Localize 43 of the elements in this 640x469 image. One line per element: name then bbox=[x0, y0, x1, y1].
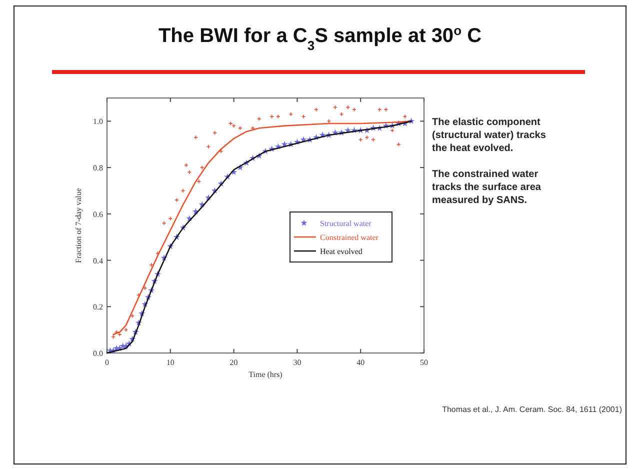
y-axis-title: Fraction of 7-day value bbox=[74, 188, 83, 263]
point bbox=[326, 118, 332, 124]
point bbox=[168, 216, 173, 221]
point bbox=[200, 165, 204, 170]
text: Thomas et al., J. Am. Ceram. Soc. 84, 1611 (2001) bbox=[442, 405, 622, 414]
x-axis-title: Time (hrs) bbox=[248, 370, 283, 379]
point bbox=[384, 107, 388, 112]
y-tick-label: 0.0 bbox=[93, 349, 103, 358]
point bbox=[256, 116, 262, 122]
point bbox=[276, 114, 280, 119]
point bbox=[270, 114, 274, 119]
x-tick-label: 0 bbox=[105, 358, 109, 367]
x-tick-label: 20 bbox=[230, 358, 238, 367]
y-tick-label: 0.4 bbox=[93, 256, 103, 266]
x-tick-label: 30 bbox=[293, 358, 302, 367]
legend-label: Heat evolved bbox=[320, 247, 362, 256]
x-tick-label: 40 bbox=[356, 358, 365, 367]
y-tick-label: 0.8 bbox=[93, 164, 103, 173]
text: The elastic component (structural water) tracks the heat evolved. bbox=[432, 117, 546, 154]
y-tick-label: 1.0 bbox=[93, 117, 103, 126]
point bbox=[232, 124, 236, 128]
point bbox=[301, 114, 306, 119]
legend-label: Constrained water bbox=[320, 233, 379, 242]
point bbox=[402, 114, 408, 119]
point bbox=[187, 170, 192, 174]
point bbox=[396, 142, 401, 147]
point bbox=[162, 220, 166, 226]
point bbox=[206, 144, 211, 149]
point bbox=[390, 128, 395, 133]
point bbox=[196, 179, 202, 184]
point bbox=[238, 126, 242, 130]
chart-title: The BWI for a C$_{3}$S sample at 30$^{o}$ C bbox=[158, 22, 482, 52]
x-tick-label: 10 bbox=[166, 358, 174, 367]
point bbox=[228, 121, 233, 126]
x-tick-label: 50 bbox=[420, 358, 428, 367]
point bbox=[377, 107, 382, 112]
point bbox=[117, 332, 122, 337]
y-tick-label: 0.6 bbox=[93, 210, 103, 219]
point bbox=[364, 135, 370, 140]
point bbox=[124, 328, 128, 332]
y-tick-label: 0.2 bbox=[93, 302, 103, 312]
text: The constrained water tracks the surface area measured by SANS. bbox=[432, 169, 542, 206]
legend-label: Structural water bbox=[320, 219, 372, 228]
